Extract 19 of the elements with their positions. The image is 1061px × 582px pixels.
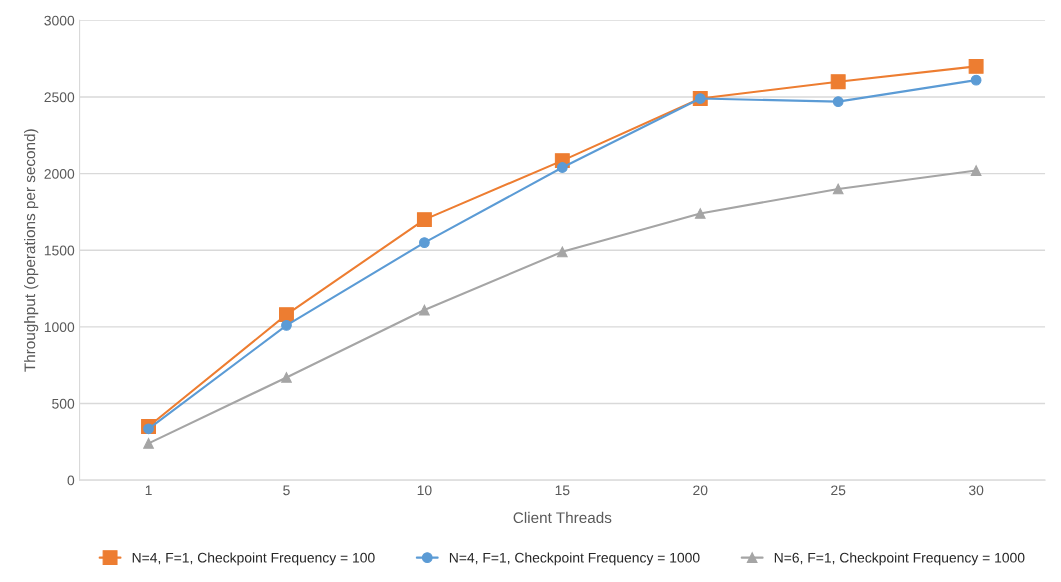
y-tick-label: 3000 bbox=[44, 15, 75, 26]
y-tick-label: 1000 bbox=[44, 322, 75, 333]
y-axis-title: Throughput (operations per second) bbox=[24, 129, 39, 372]
y-tick-label: 1500 bbox=[44, 245, 75, 256]
x-tick-label: 1 bbox=[145, 485, 152, 496]
y-tick-label: 0 bbox=[67, 475, 75, 486]
y-tick-label: 2500 bbox=[44, 92, 75, 103]
legend-label: N=6, F=1, Checkpoint Frequency = 1000 bbox=[774, 552, 1025, 566]
x-tick-label: 10 bbox=[417, 485, 432, 496]
x-tick-label: 15 bbox=[555, 485, 570, 496]
legend-label: N=4, F=1, Checkpoint Frequency = 100 bbox=[132, 552, 375, 566]
y-tick-label: 2000 bbox=[44, 168, 75, 179]
legend-label: N=4, F=1, Checkpoint Frequency = 1000 bbox=[449, 552, 700, 566]
x-axis-title: Client Threads bbox=[513, 511, 612, 524]
x-tick-label: 20 bbox=[693, 485, 708, 496]
x-tick-label: 5 bbox=[283, 485, 290, 496]
x-tick-label: 25 bbox=[831, 485, 846, 496]
x-tick-label: 30 bbox=[968, 485, 984, 496]
y-tick-label: 500 bbox=[52, 398, 75, 409]
